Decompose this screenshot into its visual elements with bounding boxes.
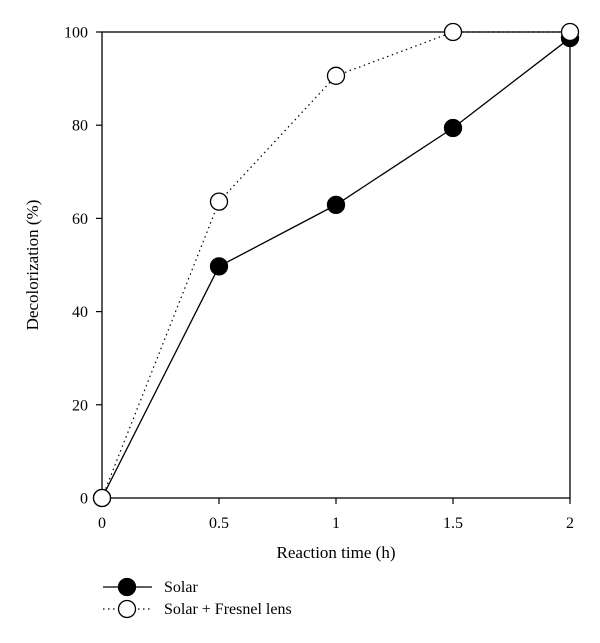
y-axis-title: Decolorization (%) [23, 200, 42, 331]
series-1-point [92, 488, 112, 508]
legend-label-fresnel: Solar + Fresnel lens [164, 601, 292, 618]
legend-marker-fresnel [117, 599, 137, 619]
series-line-1 [101, 31, 570, 499]
y-tick-label: 0 [80, 491, 88, 508]
series-0-point [209, 257, 229, 276]
plot-frame [101, 31, 571, 499]
series-1-point [443, 22, 463, 42]
legend-marker-solar [117, 577, 137, 597]
plot-area [101, 31, 571, 499]
y-tick-label: 60 [72, 211, 88, 228]
y-tick-label: 20 [72, 397, 88, 414]
y-tick-label: 40 [72, 304, 88, 321]
series-1-point [560, 22, 580, 42]
y-tick-label: 100 [64, 25, 88, 42]
x-axis-title: Reaction time (h) [277, 543, 396, 562]
x-tick-label: 1 [332, 515, 340, 532]
x-tick-label: 0 [98, 515, 106, 532]
y-axis: 0 20 40 60 80 100 [64, 25, 102, 508]
series-1-point [209, 192, 229, 211]
y-tick-label: 80 [72, 118, 88, 135]
series-0-point [443, 118, 463, 138]
x-axis: 0 0.5 1 1.5 2 [98, 498, 574, 532]
series-layer [92, 22, 580, 508]
legend-label-solar: Solar [164, 579, 198, 596]
series-line-0 [101, 37, 571, 499]
x-tick-label: 2 [566, 515, 574, 532]
legend: Solar Solar + Fresnel lens [103, 577, 292, 619]
x-tick-label: 0.5 [209, 515, 229, 532]
series-0-point [326, 195, 346, 215]
series-1-point [326, 66, 346, 85]
x-tick-label: 1.5 [443, 515, 463, 532]
